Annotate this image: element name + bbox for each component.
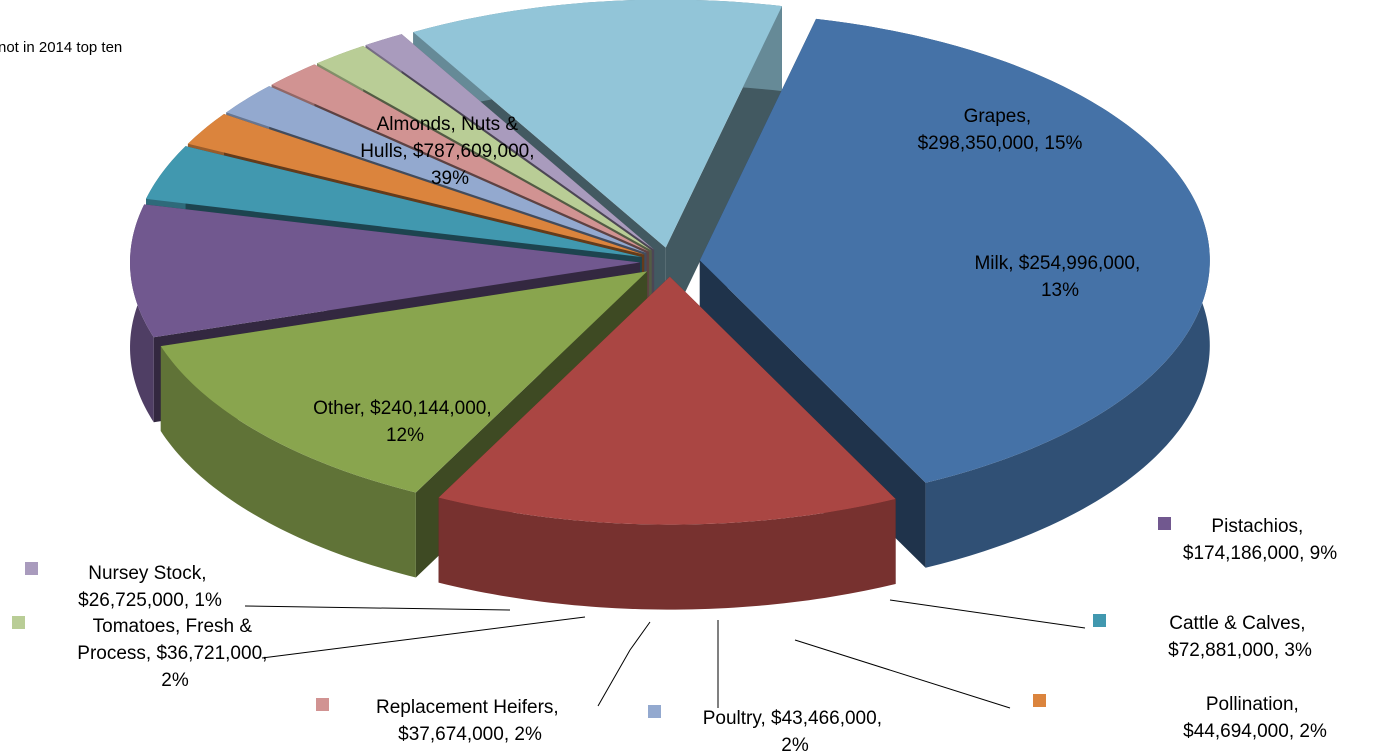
legend-marker [1093, 614, 1106, 627]
label-line: Replacement Heifers, [376, 697, 564, 718]
label-line: 39% [431, 168, 469, 189]
legend-marker [1158, 517, 1171, 530]
label-line: $44,694,000, 2% [1183, 721, 1327, 742]
slice-wall [438, 497, 896, 610]
label-line: 12% [386, 425, 424, 446]
leader-line [244, 605, 511, 611]
pie [130, 0, 1210, 610]
slice-top [365, 34, 655, 250]
data-label: Nursey Stock, $26,725,000, 1% [78, 563, 222, 611]
label-line: Cattle & Calves, [1169, 613, 1311, 634]
data-label: Tomatoes, Fresh & Process, $36,721,000, … [77, 616, 272, 691]
legend-marker [25, 562, 38, 575]
legend-marker [316, 698, 329, 711]
data-label: Almonds, Nuts & Hulls, $787,609,000, 39% [360, 114, 540, 189]
data-label: Poultry, $43,466,000, 2% [703, 708, 888, 755]
slice-top [160, 271, 648, 493]
label-line: $298,350,000, 15% [918, 133, 1083, 154]
slice-top [226, 86, 647, 253]
slice-wall [160, 346, 416, 578]
leader-line [597, 621, 651, 707]
leader-line [261, 616, 586, 659]
label-line: Poultry, $43,466,000, [703, 708, 888, 729]
slice-top [699, 18, 1210, 483]
data-label: Replacement Heifers, $37,674,000, 2% [376, 697, 564, 745]
label-line: Pistachios, [1211, 516, 1308, 537]
label-line: Milk, $254,996,000, [974, 253, 1145, 274]
label-line: $37,674,000, 2% [398, 724, 542, 745]
label-line: Almonds, Nuts & [377, 114, 524, 135]
label-line: $72,881,000, 3% [1168, 640, 1312, 661]
label-line: Pollination, [1206, 694, 1304, 715]
slice-top [413, 0, 782, 248]
slice-top [130, 204, 641, 338]
slice-top [317, 45, 652, 251]
leader-line [889, 599, 1086, 629]
data-label: Grapes, $298,350,000, 15% [918, 106, 1083, 154]
slice-top [438, 276, 896, 525]
label-line: Tomatoes, Fresh & [93, 616, 258, 637]
leader-line [794, 639, 1011, 709]
slice [438, 276, 896, 610]
legend-marker [1033, 694, 1046, 707]
label-line: $174,186,000, 9% [1183, 543, 1337, 564]
data-label: Pollination, $44,694,000, 2% [1183, 694, 1327, 742]
slice-top [271, 64, 650, 252]
slice-top [146, 146, 642, 257]
label-line: Grapes, [964, 106, 1037, 127]
legend-marker [648, 705, 661, 718]
annotation: not in 2014 top ten [0, 39, 122, 56]
data-label: Pistachios, $174,186,000, 9% [1183, 516, 1337, 564]
label-line: $26,725,000, 1% [78, 590, 222, 611]
label-line: Hulls, $787,609,000, [360, 141, 540, 162]
legend-marker [12, 616, 25, 629]
label-line: Nursey Stock, [88, 563, 212, 584]
label-line: 2% [781, 735, 809, 755]
label-line: 2% [161, 670, 189, 691]
data-label: Cattle & Calves, $72,881,000, 3% [1168, 613, 1312, 661]
label-line: 13% [1041, 280, 1079, 301]
slice-top [187, 114, 645, 255]
slice [699, 18, 1210, 568]
label-line: Other, $240,144,000, [313, 398, 497, 419]
data-label: Milk, $254,996,000, 13% [974, 253, 1145, 301]
label-line: Process, $36,721,000, [77, 643, 272, 664]
data-label: Other, $240,144,000, 12% [313, 398, 497, 446]
